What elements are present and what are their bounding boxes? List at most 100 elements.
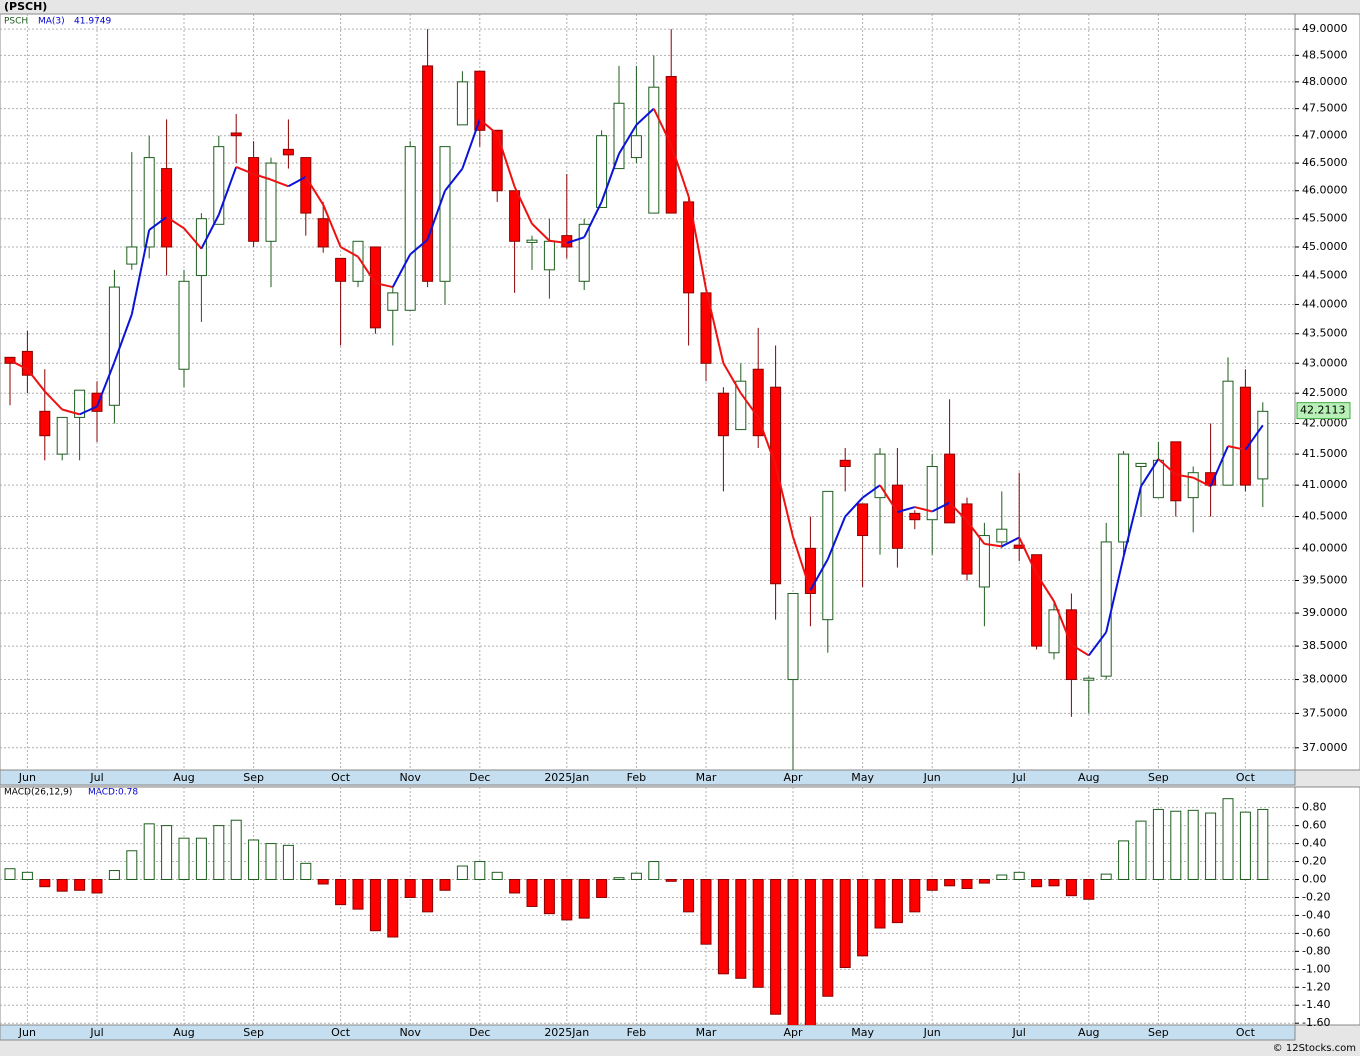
ma-line (618, 124, 638, 155)
ma-line (26, 368, 46, 393)
macd-name: MACD(26,12,9) (4, 788, 72, 798)
x-tick-label: Oct (331, 771, 351, 784)
candle-body (613, 102, 625, 170)
candle-body (944, 453, 956, 524)
y-tick-label: -0.60 (1302, 926, 1330, 939)
ma-line (914, 506, 933, 513)
y-tick-label: 45.0000 (1302, 240, 1348, 253)
macd-bar (944, 879, 956, 887)
y-tick-label: 37.5000 (1302, 706, 1348, 719)
candle-body (839, 459, 851, 467)
ma-line (1018, 537, 1038, 575)
y-tick-label: 42.5000 (1302, 386, 1348, 399)
x-tick-label: Nov (399, 771, 421, 784)
y-tick-label: 37.0000 (1302, 741, 1348, 754)
x-tick-label: Nov (399, 1026, 421, 1039)
x-tick-label: Sep (243, 771, 264, 784)
y-tick-label: 43.5000 (1302, 327, 1348, 340)
macd-bar (613, 877, 625, 881)
candle-body (491, 129, 503, 192)
ma-line (235, 166, 254, 176)
macd-bar (282, 844, 294, 881)
y-tick-label: 39.5000 (1302, 573, 1348, 586)
x-tick-label: Jun (923, 1026, 941, 1039)
y-tick-label: 39.0000 (1302, 606, 1348, 619)
x-tick-label: Dec (469, 771, 490, 784)
candle-body (39, 410, 51, 437)
macd-bar (578, 879, 590, 919)
ma-line (1105, 556, 1125, 633)
ma-line (687, 196, 707, 289)
ma-line (897, 506, 916, 514)
y-tick-label: 0.60 (1302, 819, 1327, 832)
candle-body (978, 535, 990, 588)
ma-line (670, 144, 690, 197)
ma-line (1035, 573, 1055, 602)
macd-bar (1239, 811, 1251, 881)
chart-title: (PSCH) (4, 0, 47, 13)
macd-bar (770, 879, 782, 1015)
macd-bar (839, 879, 851, 969)
ma-line (722, 362, 742, 394)
y-tick-label: 0.20 (1302, 855, 1327, 868)
candle-body (857, 503, 869, 537)
candle-body (1135, 462, 1147, 467)
x-tick-label: Oct (1236, 1026, 1256, 1039)
y-tick-label: 48.0000 (1302, 75, 1348, 88)
macd-bar (404, 879, 416, 898)
ma-line (583, 201, 603, 238)
macd-bar (1257, 808, 1269, 881)
y-tick-label: 0.40 (1302, 837, 1327, 850)
ma-line (357, 256, 377, 284)
macd-bar (369, 879, 381, 932)
ma-line (113, 314, 133, 363)
x-tick-label: Aug (1078, 771, 1099, 784)
y-tick-label: 48.5000 (1302, 48, 1348, 61)
y-tick-label: 38.5000 (1302, 639, 1348, 652)
macd-bar (474, 861, 486, 881)
price-axis (1294, 13, 1360, 771)
x-tick-label: Feb (627, 771, 646, 784)
candle-body (578, 223, 590, 282)
macd-bar (4, 868, 16, 881)
y-tick-label: 40.5000 (1302, 510, 1348, 523)
candle-body (717, 392, 729, 437)
candle-body (1187, 472, 1199, 499)
ma-line (844, 496, 864, 518)
x-tick-label: May (851, 771, 874, 784)
candle-body (74, 389, 86, 418)
ma-line (461, 119, 481, 169)
ma-line (496, 133, 516, 188)
macd-bar (91, 879, 103, 894)
candle-body (1031, 554, 1043, 647)
ma-line (566, 236, 585, 244)
candle-body (1083, 677, 1095, 681)
x-tick-label: Oct (1236, 771, 1256, 784)
candle-body (178, 280, 190, 370)
ma-line (1192, 476, 1212, 488)
candle-body (509, 190, 521, 242)
x-tick-label: 2025Jan (544, 1026, 589, 1039)
x-tick-label: Aug (1078, 1026, 1099, 1039)
macd-bar (491, 871, 503, 881)
x-tick-label: Dec (469, 1026, 490, 1039)
ma-line (1001, 536, 1020, 548)
macd-axis (1294, 786, 1360, 1026)
ma-line (130, 229, 151, 315)
macd-bar (265, 843, 277, 881)
last-price-box (1296, 402, 1351, 420)
macd-bar (909, 879, 921, 913)
macd-value: MACD:0.78 (88, 788, 138, 798)
candle-body (1118, 453, 1130, 543)
x-tick-label: Aug (173, 1026, 194, 1039)
macd-bar (387, 879, 399, 938)
candle-body (770, 386, 782, 585)
ma-line (287, 175, 307, 188)
ma-line (600, 153, 620, 203)
macd-bar (300, 862, 312, 881)
macd-bar (178, 837, 190, 881)
ma-line (183, 227, 203, 250)
ma-line (1140, 458, 1160, 487)
candle-body (21, 350, 33, 376)
